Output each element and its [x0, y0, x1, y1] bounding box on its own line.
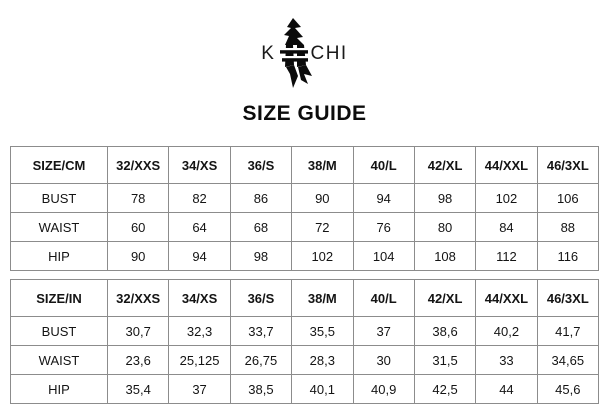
- size-unit-header-cell: SIZE/CM: [10, 146, 108, 184]
- brand-logo-text-left: K: [261, 43, 276, 64]
- measurement-value-cell: 30: [352, 345, 415, 375]
- measurement-value-cell: 30,7: [106, 316, 170, 346]
- measurement-value-cell: 94: [352, 183, 415, 213]
- size-table-cm: SIZE/CM 32/XXS 34/XS 36/S 38/M 40/L 42/XL 44/XX…: [10, 146, 600, 271]
- measurement-value-cell: 68: [229, 212, 293, 242]
- size-column-header-cell: 32/XXS: [106, 146, 170, 184]
- size-column-header-cell: 44/XXL: [475, 146, 538, 184]
- measurement-value-cell: 106: [536, 183, 600, 213]
- measurement-row: HIP 35,4 37 38,5 40,1 40,9 42,5 44 45,6: [10, 374, 600, 404]
- measurement-value-cell: 41,7: [536, 316, 600, 346]
- measurement-value-cell: 102: [291, 241, 354, 271]
- measurement-value-cell: 33,7: [229, 316, 293, 346]
- measurement-row: BUST 30,7 32,3 33,7 35,5 37 38,6 40,2 41,7: [10, 316, 600, 346]
- size-column-header-cell: 40/L: [352, 279, 415, 317]
- size-column-header-cell: 46/3XL: [536, 146, 600, 184]
- measurement-value-cell: 90: [106, 241, 170, 271]
- measurement-value-cell: 44: [475, 374, 538, 404]
- size-table-cm-head: SIZE/CM 32/XXS 34/XS 36/S 38/M 40/L 42/XL 44/XX…: [10, 146, 600, 184]
- measurement-value-cell: 78: [106, 183, 170, 213]
- measurement-value-cell: 37: [168, 374, 231, 404]
- size-column-header-cell: 40/L: [352, 146, 415, 184]
- measurement-label-cell: HIP: [10, 374, 108, 404]
- size-column-header-cell: 38/M: [291, 279, 354, 317]
- measurement-value-cell: 42,5: [413, 374, 477, 404]
- measurement-value-cell: 104: [352, 241, 415, 271]
- size-column-header-cell: 36/S: [229, 146, 293, 184]
- table-header-row: SIZE/IN 32/XXS 34/XS 36/S 38/M 40/L 42/XL 44/XX…: [10, 279, 600, 317]
- measurement-value-cell: 112: [475, 241, 538, 271]
- size-column-header-cell: 34/XS: [168, 279, 231, 317]
- measurement-row: HIP 90 94 98 102 104 108 112 116: [10, 241, 600, 271]
- measurement-label-cell: WAIST: [10, 212, 108, 242]
- size-column-header-cell: 32/XXS: [106, 279, 170, 317]
- brand-ink-blot-icon: [273, 18, 313, 88]
- measurement-value-cell: 98: [229, 241, 293, 271]
- size-column-header-cell: 34/XS: [168, 146, 231, 184]
- measurement-value-cell: 98: [413, 183, 477, 213]
- size-column-header-cell: 46/3XL: [536, 279, 600, 317]
- size-column-header-cell: 38/M: [291, 146, 354, 184]
- table-header-row: SIZE/CM 32/XXS 34/XS 36/S 38/M 40/L 42/XL 44/XX…: [10, 146, 600, 184]
- measurement-value-cell: 102: [475, 183, 538, 213]
- brand-logo: K CHI: [0, 16, 609, 88]
- size-column-header-cell: 42/XL: [413, 279, 477, 317]
- measurement-value-cell: 32,3: [168, 316, 231, 346]
- measurement-value-cell: 28,3: [291, 345, 354, 375]
- measurement-value-cell: 60: [106, 212, 170, 242]
- measurement-value-cell: 35,4: [106, 374, 170, 404]
- measurement-value-cell: 33: [475, 345, 538, 375]
- measurement-value-cell: 80: [413, 212, 477, 242]
- measurement-value-cell: 72: [291, 212, 354, 242]
- measurement-label-cell: BUST: [10, 183, 108, 213]
- measurement-value-cell: 88: [536, 212, 600, 242]
- measurement-value-cell: 82: [168, 183, 231, 213]
- size-column-header-cell: 42/XL: [413, 146, 477, 184]
- size-unit-header-cell: SIZE/IN: [10, 279, 108, 317]
- measurement-value-cell: 38,6: [413, 316, 477, 346]
- measurement-label-cell: BUST: [10, 316, 108, 346]
- measurement-value-cell: 35,5: [291, 316, 354, 346]
- measurement-value-cell: 90: [291, 183, 354, 213]
- page-title: SIZE GUIDE: [242, 102, 367, 125]
- measurement-value-cell: 25,125: [168, 345, 231, 375]
- measurement-value-cell: 45,6: [536, 374, 600, 404]
- size-column-header-cell: 44/XXL: [475, 279, 538, 317]
- measurement-value-cell: 76: [352, 212, 415, 242]
- measurement-value-cell: 31,5: [413, 345, 477, 375]
- measurement-value-cell: 40,2: [475, 316, 538, 346]
- size-table-cm-body: BUST 78 82 86 90 94 98 102 106 WAIST 60 64 68 72 76 80 8…: [10, 183, 600, 271]
- measurement-value-cell: 38,5: [229, 374, 293, 404]
- measurement-value-cell: 37: [352, 316, 415, 346]
- size-table-in-body: BUST 30,7 32,3 33,7 35,5 37 38,6 40,2 41,7 WAIST 2…: [10, 316, 600, 404]
- measurement-row: BUST 78 82 86 90 94 98 102 106: [10, 183, 600, 213]
- measurement-value-cell: 108: [413, 241, 477, 271]
- measurement-value-cell: 40,1: [291, 374, 354, 404]
- size-column-header-cell: 36/S: [229, 279, 293, 317]
- measurement-value-cell: 86: [229, 183, 293, 213]
- size-table-in: SIZE/IN 32/XXS 34/XS 36/S 38/M 40/L 42/XL 44/XX…: [10, 279, 600, 404]
- measurement-value-cell: 34,65: [536, 345, 600, 375]
- measurement-value-cell: 23,6: [106, 345, 170, 375]
- measurement-value-cell: 40,9: [352, 374, 415, 404]
- measurement-label-cell: HIP: [10, 241, 108, 271]
- measurement-value-cell: 64: [168, 212, 231, 242]
- measurement-row: WAIST 60 64 68 72 76 80 84 88: [10, 212, 600, 242]
- measurement-value-cell: 26,75: [229, 345, 293, 375]
- measurement-value-cell: 84: [475, 212, 538, 242]
- measurement-row: WAIST 23,6 25,125 26,75 28,3 30 31,5 33 34,65: [10, 345, 600, 375]
- brand-logo-text-right: CHI: [310, 43, 348, 64]
- measurement-value-cell: 94: [168, 241, 231, 271]
- measurement-value-cell: 116: [536, 241, 600, 271]
- measurement-label-cell: WAIST: [10, 345, 108, 375]
- size-table-in-head: SIZE/IN 32/XXS 34/XS 36/S 38/M 40/L 42/XL 44/XX…: [10, 279, 600, 317]
